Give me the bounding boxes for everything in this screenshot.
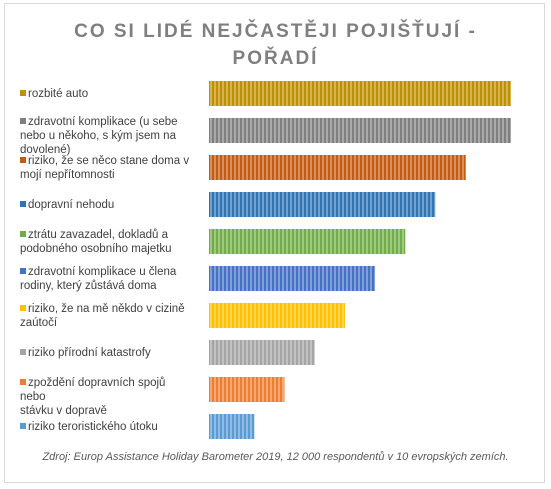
category-label-7: riziko, že na mě někdo v cizině zaútočí [20,302,192,330]
legend-swatch-3 [20,156,26,163]
bar-2 [209,118,511,143]
legend-swatch-10 [20,422,26,429]
category-label-3: riziko, že se něco stane doma v mojí nep… [20,154,192,182]
bar-4 [209,192,436,217]
category-label-10: riziko teroristického útoku [20,420,192,434]
category-label-1: rozbité auto [20,87,192,101]
category-label-9: zpoždění dopravních spojů nebo stávku v … [20,376,192,418]
category-label-8: riziko přírodní katastrofy [20,346,192,360]
bar-6 [209,266,376,291]
category-text-9: zpoždění dopravních spojů nebo stávku v … [20,376,166,417]
category-label-5: ztrátu zavazadel, dokladů a podobného os… [20,228,192,256]
category-label-6: zdravotní komplikace u člena rodiny, kte… [20,265,192,293]
bar-8 [209,340,315,365]
legend-swatch-7 [20,304,26,311]
bar-9 [209,377,285,402]
category-label-4: dopravní nehodu [20,198,192,212]
category-label-2: zdravotní komplikace (u sebe nebo u něko… [20,115,192,157]
category-text-8: riziko přírodní katastrofy [28,346,151,359]
legend-swatch-4 [20,200,26,207]
source-note: Zdroj: Europ Assistance Holiday Baromete… [42,451,509,463]
chart-title: CO SI LIDÉ NEJČASTĚJI POJIŠŤUJÍ - POŘADÍ [74,21,477,69]
legend-swatch-5 [20,230,26,237]
legend-swatch-6 [20,267,26,274]
chart-border [4,3,545,483]
bar-3 [209,155,466,180]
category-text-2: zdravotní komplikace (u sebe nebo u něko… [20,116,178,156]
category-text-6: zdravotní komplikace u člena rodiny, kte… [20,265,177,292]
category-text-4: dopravní nehodu [28,198,115,211]
category-text-3: riziko, že se něco stane doma v mojí nep… [20,154,190,181]
bar-1 [209,81,511,106]
bar-5 [209,229,406,254]
legend-swatch-8 [20,348,26,355]
bar-10 [209,414,255,439]
legend-swatch-9 [20,378,26,385]
category-text-7: riziko, že na mě někdo v cizině zaútočí [20,302,185,329]
category-text-1: rozbité auto [28,87,89,100]
legend-swatch-1 [20,89,26,96]
category-text-10: riziko teroristického útoku [28,420,158,433]
bar-7 [209,303,345,328]
category-text-5: ztrátu zavazadel, dokladů a podobného os… [20,228,172,255]
legend-swatch-2 [20,118,26,124]
